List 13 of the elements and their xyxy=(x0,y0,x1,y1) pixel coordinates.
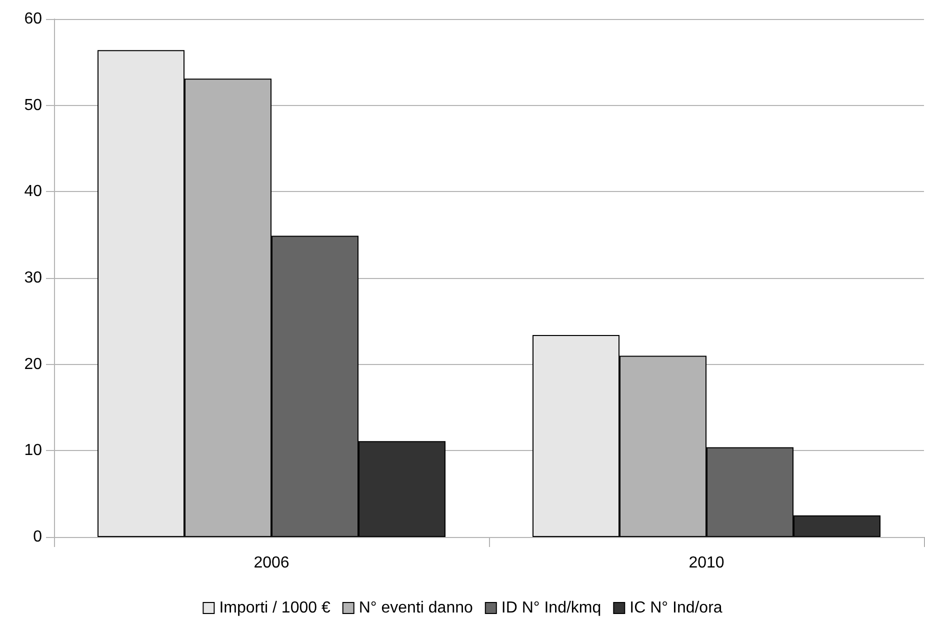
legend-label: Importi / 1000 € xyxy=(219,600,330,616)
x-tick-label: 2010 xyxy=(688,554,724,572)
y-tick-label: 50 xyxy=(24,96,42,114)
y-tick-label: 60 xyxy=(24,10,42,28)
y-tick-label: 30 xyxy=(24,270,42,286)
legend-label: ID N° Ind/kmq xyxy=(501,600,602,616)
legend-label: N° eventi danno xyxy=(358,600,473,616)
y-tick-label: 40 xyxy=(24,183,42,200)
x-tick-label: 2006 xyxy=(254,554,290,572)
y-tick-label: 20 xyxy=(24,356,42,373)
legend-label: IC N° Ind/ora xyxy=(630,600,722,616)
y-tick-label: 10 xyxy=(24,442,42,460)
y-tick-label: 0 xyxy=(33,528,42,546)
